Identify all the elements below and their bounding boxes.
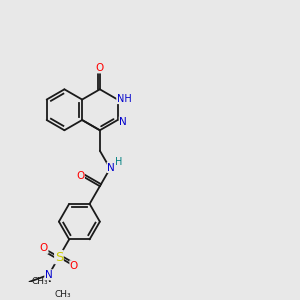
Text: O: O — [70, 261, 78, 271]
Text: O: O — [96, 63, 104, 73]
Text: CH₃: CH₃ — [31, 277, 48, 286]
Text: O: O — [76, 171, 84, 181]
Text: N: N — [119, 117, 127, 127]
Text: O: O — [40, 243, 48, 254]
Text: NH: NH — [117, 94, 131, 103]
Text: H: H — [115, 157, 122, 167]
Text: CH₃: CH₃ — [54, 290, 71, 299]
Text: S: S — [55, 250, 63, 264]
Text: N: N — [107, 163, 115, 172]
Text: N: N — [45, 270, 52, 280]
